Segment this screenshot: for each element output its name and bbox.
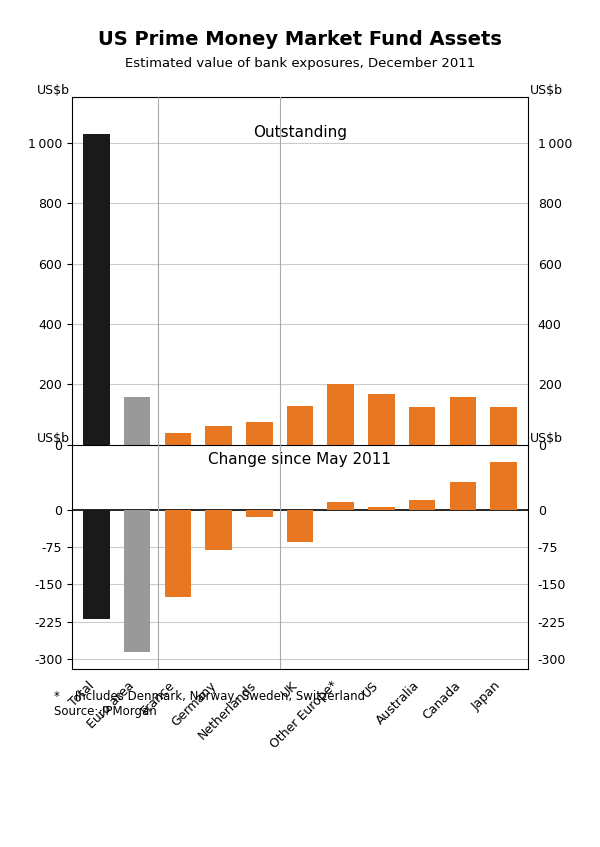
Bar xyxy=(328,502,354,510)
Bar xyxy=(124,396,151,445)
Bar xyxy=(368,394,395,445)
Bar xyxy=(246,423,272,445)
Bar xyxy=(490,462,517,510)
Bar xyxy=(328,385,354,445)
Text: Estimated value of bank exposures, December 2011: Estimated value of bank exposures, Decem… xyxy=(125,57,475,69)
Bar xyxy=(83,134,110,445)
Text: US Prime Money Market Fund Assets: US Prime Money Market Fund Assets xyxy=(98,30,502,48)
Bar xyxy=(409,500,436,510)
Bar xyxy=(490,407,517,445)
Bar xyxy=(287,406,313,445)
Text: *    Includes Denmark, Norway, Sweden, Switzerland: * Includes Denmark, Norway, Sweden, Swit… xyxy=(54,690,365,703)
Bar xyxy=(246,510,272,518)
Bar xyxy=(449,396,476,445)
Bar xyxy=(164,433,191,445)
Text: US$b: US$b xyxy=(530,84,563,97)
Text: Outstanding: Outstanding xyxy=(253,125,347,141)
Text: US$b: US$b xyxy=(37,84,70,97)
Bar xyxy=(449,482,476,510)
Text: US$b: US$b xyxy=(37,432,70,445)
Bar xyxy=(164,510,191,597)
Bar xyxy=(205,426,232,445)
Text: Change since May 2011: Change since May 2011 xyxy=(209,451,392,467)
Bar xyxy=(83,510,110,619)
Bar xyxy=(205,510,232,550)
Bar xyxy=(124,510,151,651)
Bar xyxy=(409,407,436,445)
Text: US$b: US$b xyxy=(530,432,563,445)
Bar xyxy=(287,510,313,542)
Bar xyxy=(368,507,395,510)
Text: Source: JPMorgan: Source: JPMorgan xyxy=(54,705,157,717)
